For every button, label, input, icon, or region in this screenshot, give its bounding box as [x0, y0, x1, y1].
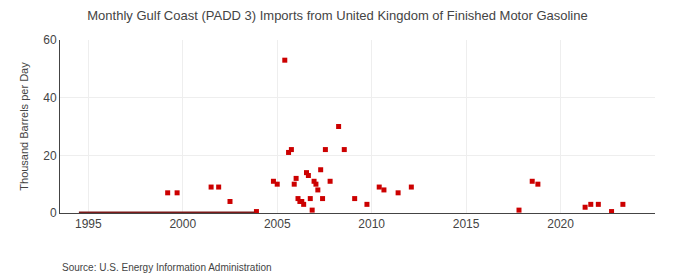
svg-text:2015: 2015: [453, 217, 480, 231]
svg-text:Source: U.S. Energy Informatio: Source: U.S. Energy Information Administ…: [62, 262, 272, 273]
svg-text:2005: 2005: [264, 217, 291, 231]
svg-text:Monthly Gulf Coast (PADD 3) Im: Monthly Gulf Coast (PADD 3) Imports from…: [87, 8, 587, 23]
svg-text:1995: 1995: [75, 217, 102, 231]
svg-text:60: 60: [43, 33, 57, 47]
svg-text:20: 20: [43, 149, 57, 163]
svg-text:0: 0: [50, 206, 57, 220]
svg-text:2020: 2020: [547, 217, 574, 231]
svg-text:2010: 2010: [358, 217, 385, 231]
svg-text:2000: 2000: [169, 217, 196, 231]
svg-text:40: 40: [43, 91, 57, 105]
svg-text:Thousand Barrels per Day: Thousand Barrels per Day: [18, 62, 30, 191]
